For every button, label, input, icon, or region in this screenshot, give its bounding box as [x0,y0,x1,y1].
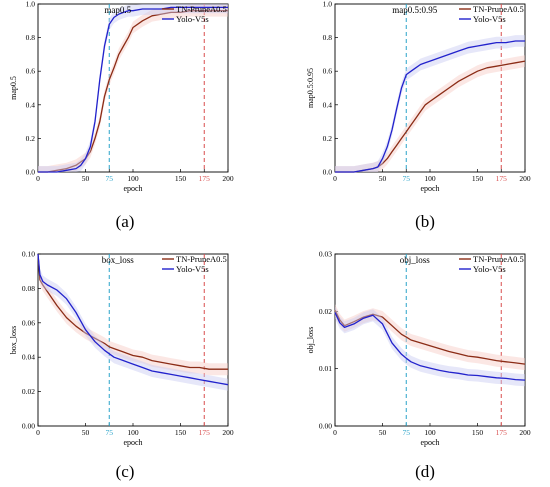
x-tick-label: 0 [333,428,337,437]
y-tick-label: 0.03 [319,250,332,259]
y-tick-label: 0.6 [323,67,333,76]
series-band [335,35,525,172]
caption-c: (c) [115,462,135,481]
x-tick-label: 150 [472,428,484,437]
x-tick-label: 200 [519,428,531,437]
series-line [38,6,228,173]
panel-b: 0 50 75 100 150 175 200 0.0 0.2 0.4 0.6 0.8 1.0 map0.… [306,0,531,193]
plot-frame [37,253,229,427]
x-tick-label: 200 [519,174,531,183]
series-line [38,10,228,173]
y-tick-label: 0.06 [22,318,35,327]
legend-label: TN-PruneA0.5 [176,254,227,264]
x-tick-label: 200 [222,174,234,183]
legend-label: Yolo-V5s [176,264,209,274]
x-tick-label: 0 [36,174,40,183]
series-line [37,253,229,386]
y-tick-label: 0.00 [319,422,332,431]
legend-label: TN-PruneA0.5 [473,4,524,14]
chart-title: map0.5 [104,5,131,15]
y-tick-label: 0.2 [26,134,36,143]
y-tick-label: 0.2 [323,134,333,143]
chart-title: obj_loss [400,255,431,265]
y-axis-label: box_loss [9,326,18,354]
x-tick-label: 50 [82,174,90,183]
x-tick-label: 75 [403,428,411,437]
y-axis-label: map0.5 [9,76,18,100]
x-axis-label: epoch [123,184,142,193]
series-line [335,60,526,173]
y-tick-label: 0.10 [22,250,35,259]
chart-title: box_loss [102,255,135,265]
y-tick-label: 0.08 [22,284,35,293]
caption-a: (a) [115,212,135,231]
panel-d: 0 50 75 100 150 175 200 0.00 0.01 0.02 0.03 obj_los… [306,250,531,448]
series-band [335,304,525,371]
x-tick-label: 75 [106,174,114,183]
series-line [334,309,526,365]
x-tick-label: 50 [82,428,90,437]
x-tick-label: 0 [333,174,337,183]
y-tick-label: 0.4 [323,100,333,109]
series-band [335,306,525,387]
x-tick-label: 150 [175,428,187,437]
y-tick-label: 0.8 [26,33,36,42]
x-tick-label: 100 [127,428,139,437]
y-tick-label: 0.4 [26,100,36,109]
x-tick-label: 175 [496,428,508,437]
y-tick-label: 1.0 [26,0,36,9]
x-tick-label: 50 [379,428,387,437]
x-axis-label: epoch [420,438,439,447]
x-tick-label: 175 [496,174,508,183]
series-line [334,312,526,381]
y-tick-label: 0.02 [22,387,35,396]
legend-label: Yolo-V5s [176,14,209,24]
y-axis-label: map0.5:0.95 [306,68,315,108]
y-tick-label: 0.00 [22,422,35,431]
y-tick-label: 0.0 [323,168,333,177]
x-axis-label: epoch [420,184,439,193]
series-line [335,40,525,173]
y-tick-label: 0.01 [319,364,332,373]
y-axis-label: obj_loss [306,327,315,354]
y-tick-label: 0.6 [26,67,36,76]
x-tick-label: 100 [424,428,436,437]
series-band [38,254,228,376]
series-band [335,55,525,173]
x-tick-label: 150 [175,174,187,183]
chart-title: map0.5:0.95 [392,5,437,15]
legend-label: Yolo-V5s [473,14,506,24]
x-tick-label: 50 [379,174,387,183]
legend-label: TN-PruneA0.5 [473,254,524,264]
y-tick-label: 0.04 [22,353,35,362]
caption-d: (d) [415,462,435,481]
series-band [38,254,228,391]
x-tick-label: 100 [424,174,436,183]
x-tick-label: 0 [36,428,40,437]
panel-c: 0 50 75 100 150 175 200 0.00 0.02 0.04 0.06 0.08 0.1… [9,250,234,448]
x-tick-label: 175 [199,174,211,183]
x-axis-label: epoch [123,438,142,447]
caption-b: (b) [415,212,435,231]
x-tick-label: 150 [472,174,484,183]
x-tick-label: 100 [127,174,139,183]
series-band [38,4,228,172]
y-tick-label: 0.0 [26,168,36,177]
y-tick-label: 0.02 [319,307,332,316]
series-line [37,253,228,370]
plot-frame [334,3,526,173]
x-tick-label: 200 [222,428,234,437]
legend-label: TN-PruneA0.5 [176,4,227,14]
panel-a: 0 50 75 100 150 175 200 0.0 0.2 0.4 0.6 0.8 1.0 map0.… [9,0,234,193]
x-tick-label: 75 [106,428,114,437]
x-tick-label: 75 [403,174,411,183]
y-tick-label: 1.0 [323,0,333,9]
x-tick-label: 175 [199,428,211,437]
legend-label: Yolo-V5s [473,264,506,274]
y-tick-label: 0.8 [323,33,333,42]
